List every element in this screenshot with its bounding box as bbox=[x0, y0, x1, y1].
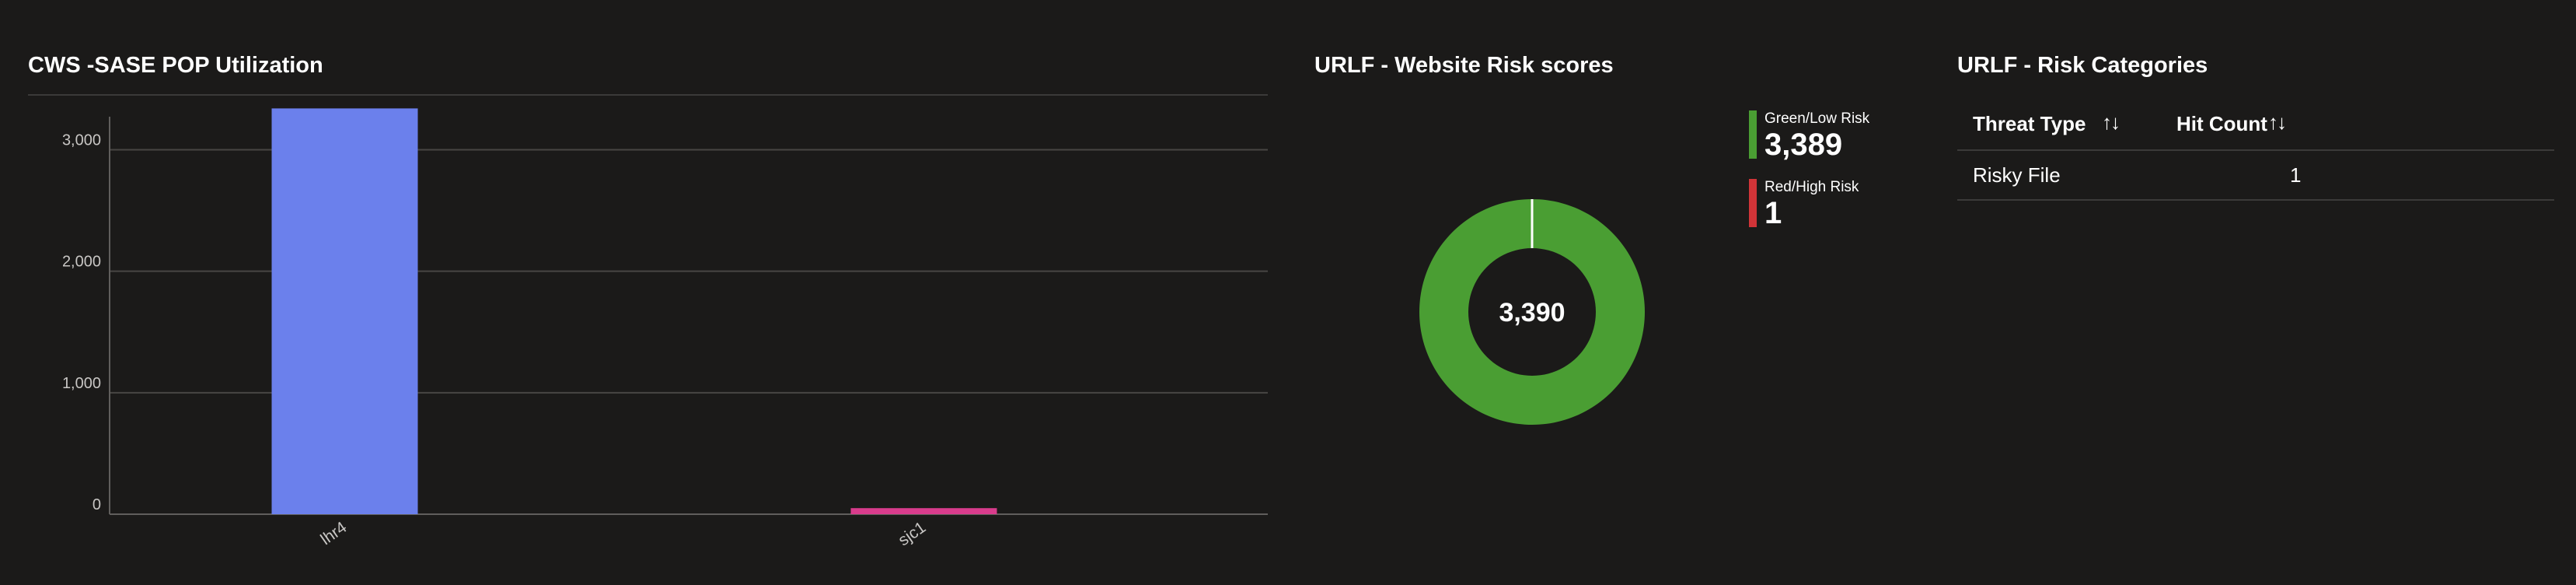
sort-arrows-icon[interactable]: ↑↓ bbox=[2102, 110, 2120, 134]
legend-label: Red/High Risk bbox=[1764, 179, 1859, 195]
legend-color-green bbox=[1749, 110, 1757, 159]
donut-total-label: 3,390 bbox=[1499, 298, 1565, 328]
cell-hit-count: 1 bbox=[2290, 163, 2302, 187]
x-tick-label: lhr4 bbox=[317, 518, 350, 548]
legend-value: 3,389 bbox=[1764, 128, 1843, 162]
y-tick-label: 2,000 bbox=[62, 254, 101, 271]
y-tick-label: 1,000 bbox=[62, 375, 101, 392]
table-header: Threat Type ↑↓ Hit Count ↑↓ bbox=[1957, 101, 2554, 151]
pop-utilization-tile: CWS -SASE POP Utilization 0 1,000 2,000 3,0… bbox=[28, 0, 1268, 585]
column-header-threat-type[interactable]: Threat Type bbox=[1973, 112, 2086, 135]
risk-scores-donut-chart: 3,390 bbox=[1419, 199, 1646, 425]
legend-label: Green/Low Risk bbox=[1764, 110, 1870, 127]
pop-utilization-title: CWS -SASE POP Utilization bbox=[28, 53, 323, 78]
risk-scores-title: URLF - Website Risk scores bbox=[1314, 53, 1614, 78]
sort-arrows-icon[interactable]: ↑↓ bbox=[2268, 110, 2287, 134]
x-tick-label: sjc1 bbox=[895, 518, 930, 549]
cell-threat-type: Risky File bbox=[1973, 163, 2061, 187]
bar-lhr4[interactable] bbox=[271, 108, 418, 514]
risk-categories-title: URLF - Risk Categories bbox=[1957, 53, 2208, 78]
donut-slice-green-low-risk[interactable] bbox=[1419, 199, 1646, 425]
y-tick-label: 0 bbox=[92, 496, 101, 513]
pop-utilization-bar-chart: 0 1,000 2,000 3,000 lhr4 sjc1 bbox=[62, 108, 1268, 550]
legend-color-red bbox=[1749, 179, 1757, 227]
column-header-hit-count[interactable]: Hit Count bbox=[2176, 112, 2267, 135]
y-tick-label: 3,000 bbox=[62, 131, 101, 149]
table-row[interactable]: Risky File 1 bbox=[1957, 151, 2554, 201]
pop-utilization-divider bbox=[28, 94, 1268, 96]
bar-sjc1[interactable] bbox=[850, 508, 997, 514]
risk-categories-table: Threat Type ↑↓ Hit Count ↑↓ Risky File 1 bbox=[1957, 101, 2554, 201]
legend-value: 1 bbox=[1764, 196, 1782, 230]
